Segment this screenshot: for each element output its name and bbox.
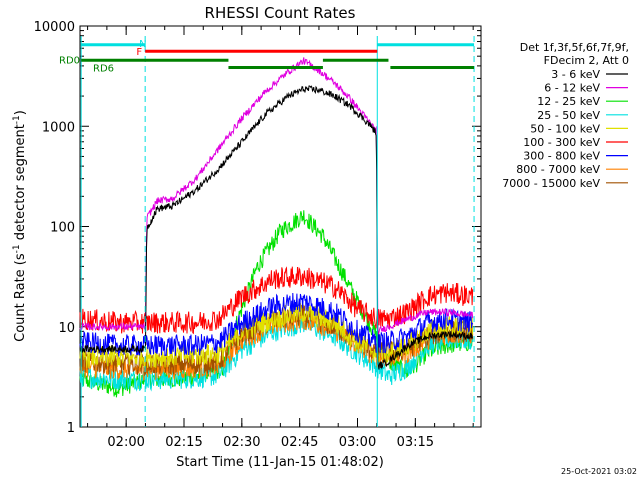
legend-label: 800 - 7000 keV <box>516 163 600 176</box>
legend-label: 6 - 12 keV <box>544 82 600 95</box>
x-tick-label: 02:15 <box>165 435 202 450</box>
legend-header-line: Det 1f,3f,5f,6f,7f,9f, <box>520 41 629 54</box>
y-axis-label: Count Rate (s-1 detector segment-1) <box>12 110 28 342</box>
status-bar-label: N <box>139 39 146 50</box>
legend-label: 3 - 6 keV <box>551 68 600 81</box>
vertical-lines <box>80 36 475 427</box>
x-tick-label: 03:00 <box>339 435 376 450</box>
status-bar-label: F <box>136 47 142 58</box>
legend-label: 25 - 50 keV <box>537 109 600 122</box>
x-tick-label: 02:45 <box>281 435 318 450</box>
legend: Det 1f,3f,5f,6f,7f,9f, FDecim 2, Att 0 3… <box>502 41 629 190</box>
y-tick-label: 100 <box>50 221 75 236</box>
status-bar-label: RD6 <box>93 64 114 75</box>
x-tick-label: 02:30 <box>223 435 260 450</box>
legend-label: 50 - 100 keV <box>530 122 600 135</box>
y-axis-label-sup: -1 <box>12 244 22 253</box>
legend-label: 12 - 25 keV <box>537 95 600 108</box>
status-bars: NF RD0 RD6 <box>59 39 475 75</box>
legend-label: 100 - 300 keV <box>523 136 600 149</box>
timestamp: 25-Oct-2021 03:02 <box>561 467 637 476</box>
y-axis-label-part: detector segment <box>13 124 28 244</box>
series-line-0 <box>79 85 473 370</box>
y-tick-label: 10 <box>58 321 75 336</box>
y-tick-label: 10000 <box>34 20 75 35</box>
y-tick-label: 1000 <box>42 120 75 135</box>
chart-title: RHESSI Count Rates <box>205 4 356 22</box>
legend-label: 300 - 800 keV <box>523 150 600 163</box>
legend-header-line: FDecim 2, Att 0 <box>544 54 629 67</box>
y-tick-label: 1 <box>67 421 75 436</box>
legend-label: 7000 - 15000 keV <box>502 177 600 190</box>
x-axis-label: Start Time (11-Jan-15 01:48:02) <box>176 455 384 470</box>
x-tick-label: 02:00 <box>107 435 144 450</box>
y-axis-label-part: ) <box>13 110 28 115</box>
x-tick-label: 03:15 <box>397 435 434 450</box>
y-axis-label-sup: -1 <box>12 115 22 124</box>
x-ticks: 02:00 02:15 02:30 02:45 03:00 03:15 <box>87 26 474 450</box>
status-bar-label: RD0 <box>59 55 80 66</box>
y-axis-label-part: Count Rate (s <box>13 253 28 342</box>
